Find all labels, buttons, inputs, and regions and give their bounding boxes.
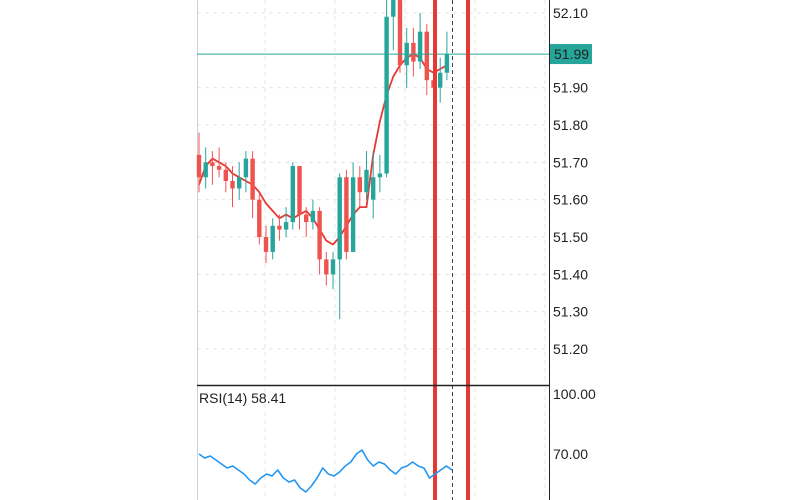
- candle[interactable]: [243, 151, 249, 193]
- candle[interactable]: [310, 199, 316, 230]
- candle-body: [337, 177, 342, 260]
- rsi-axis-label: 70.00: [553, 446, 588, 462]
- candle[interactable]: [330, 251, 336, 290]
- candle-body: [283, 222, 289, 230]
- candle-body: [317, 210, 322, 260]
- candle[interactable]: [364, 151, 369, 200]
- candle-body: [257, 199, 262, 237]
- candle[interactable]: [411, 27, 416, 77]
- candle[interactable]: [230, 166, 235, 208]
- candle-body: [357, 177, 362, 193]
- moving-average-line: [198, 53, 448, 246]
- candle-body: [297, 166, 302, 215]
- selection-bracket-right[interactable]: [466, 0, 470, 500]
- candle-body: [310, 210, 316, 223]
- candle[interactable]: [384, 0, 389, 178]
- candle-body: [384, 16, 389, 174]
- candle[interactable]: [391, 0, 396, 51]
- selection-bracket-left[interactable]: [433, 0, 437, 500]
- candle[interactable]: [237, 162, 242, 200]
- rsi-panel[interactable]: RSI(14) 58.41 100.00 70.00: [198, 386, 596, 493]
- candle[interactable]: [277, 214, 282, 241]
- candle[interactable]: [223, 162, 228, 193]
- rsi-line: [198, 449, 453, 493]
- candle[interactable]: [283, 207, 289, 237]
- price-axis-label: 51.80: [553, 117, 588, 133]
- candlesticks[interactable]: [196, 0, 450, 320]
- price-axis-label: 51.40: [553, 266, 588, 282]
- rsi-title: RSI(14) 58.41: [199, 390, 286, 406]
- candle[interactable]: [216, 147, 222, 178]
- candle-body: [223, 169, 228, 181]
- candle[interactable]: [404, 27, 409, 88]
- candle-body: [196, 154, 202, 178]
- candle[interactable]: [444, 31, 450, 81]
- candle-body: [377, 173, 383, 178]
- moving-average-line: [198, 53, 448, 246]
- candle-body: [210, 162, 215, 167]
- candle[interactable]: [250, 151, 255, 219]
- candle-body: [243, 158, 249, 178]
- candle[interactable]: [344, 169, 349, 260]
- candle-body: [290, 166, 295, 223]
- price-axis-label: 51.30: [553, 304, 588, 320]
- candle-body: [438, 72, 443, 88]
- candle-body: [304, 214, 309, 223]
- price-axis-label: 51.20: [553, 341, 588, 357]
- candle-body: [270, 225, 275, 252]
- candle[interactable]: [203, 147, 208, 189]
- candle-body: [277, 225, 282, 230]
- candle-body: [230, 181, 235, 189]
- candle-body: [203, 162, 208, 178]
- price-axis[interactable]: 52.10 51.90 51.80 51.70 51.60 51.50 51.40 51.30…: [549, 0, 593, 500]
- candle[interactable]: [304, 207, 309, 237]
- candle-body: [371, 177, 376, 200]
- candle-body: [424, 31, 429, 81]
- candle-body: [364, 169, 369, 193]
- candle[interactable]: [371, 151, 376, 219]
- candle[interactable]: [263, 225, 269, 264]
- price-axis-label: 51.70: [553, 154, 588, 170]
- candle[interactable]: [397, 0, 403, 73]
- overlay-layer: [197, 0, 550, 500]
- price-axis-label: 52.10: [553, 5, 588, 21]
- candle[interactable]: [270, 218, 275, 260]
- candle-body: [391, 0, 396, 17]
- last-price-label: 51.99: [554, 46, 589, 62]
- candle[interactable]: [324, 251, 329, 286]
- candle-body: [397, 0, 403, 66]
- candle[interactable]: [196, 132, 202, 193]
- candle-body: [344, 177, 349, 252]
- candle[interactable]: [257, 192, 262, 245]
- candle[interactable]: [290, 162, 295, 230]
- candle-body: [237, 177, 242, 189]
- candle-body: [263, 237, 269, 252]
- candle-body: [250, 158, 255, 200]
- candle[interactable]: [377, 154, 383, 193]
- candle-body: [417, 31, 423, 62]
- candle-body: [444, 54, 450, 73]
- price-axis-label: 51.50: [553, 229, 588, 245]
- candle-body: [216, 166, 222, 170]
- price-axis-label: 51.90: [553, 80, 588, 96]
- candle-body: [330, 259, 336, 275]
- candle[interactable]: [350, 162, 356, 252]
- candle-body: [350, 177, 356, 252]
- candle[interactable]: [210, 151, 215, 185]
- candle[interactable]: [357, 166, 362, 208]
- candle[interactable]: [337, 173, 342, 320]
- grid-lines: [197, 0, 548, 500]
- candle[interactable]: [297, 166, 302, 230]
- candle-body: [324, 259, 329, 275]
- candle[interactable]: [317, 207, 322, 275]
- candle-body: [411, 42, 416, 62]
- candle[interactable]: [438, 57, 443, 103]
- rsi-axis-label: 100.00: [553, 386, 596, 402]
- candle[interactable]: [417, 13, 423, 69]
- last-price-badge: [550, 44, 592, 65]
- candle[interactable]: [424, 24, 429, 96]
- price-axis-label: 51.60: [553, 192, 588, 208]
